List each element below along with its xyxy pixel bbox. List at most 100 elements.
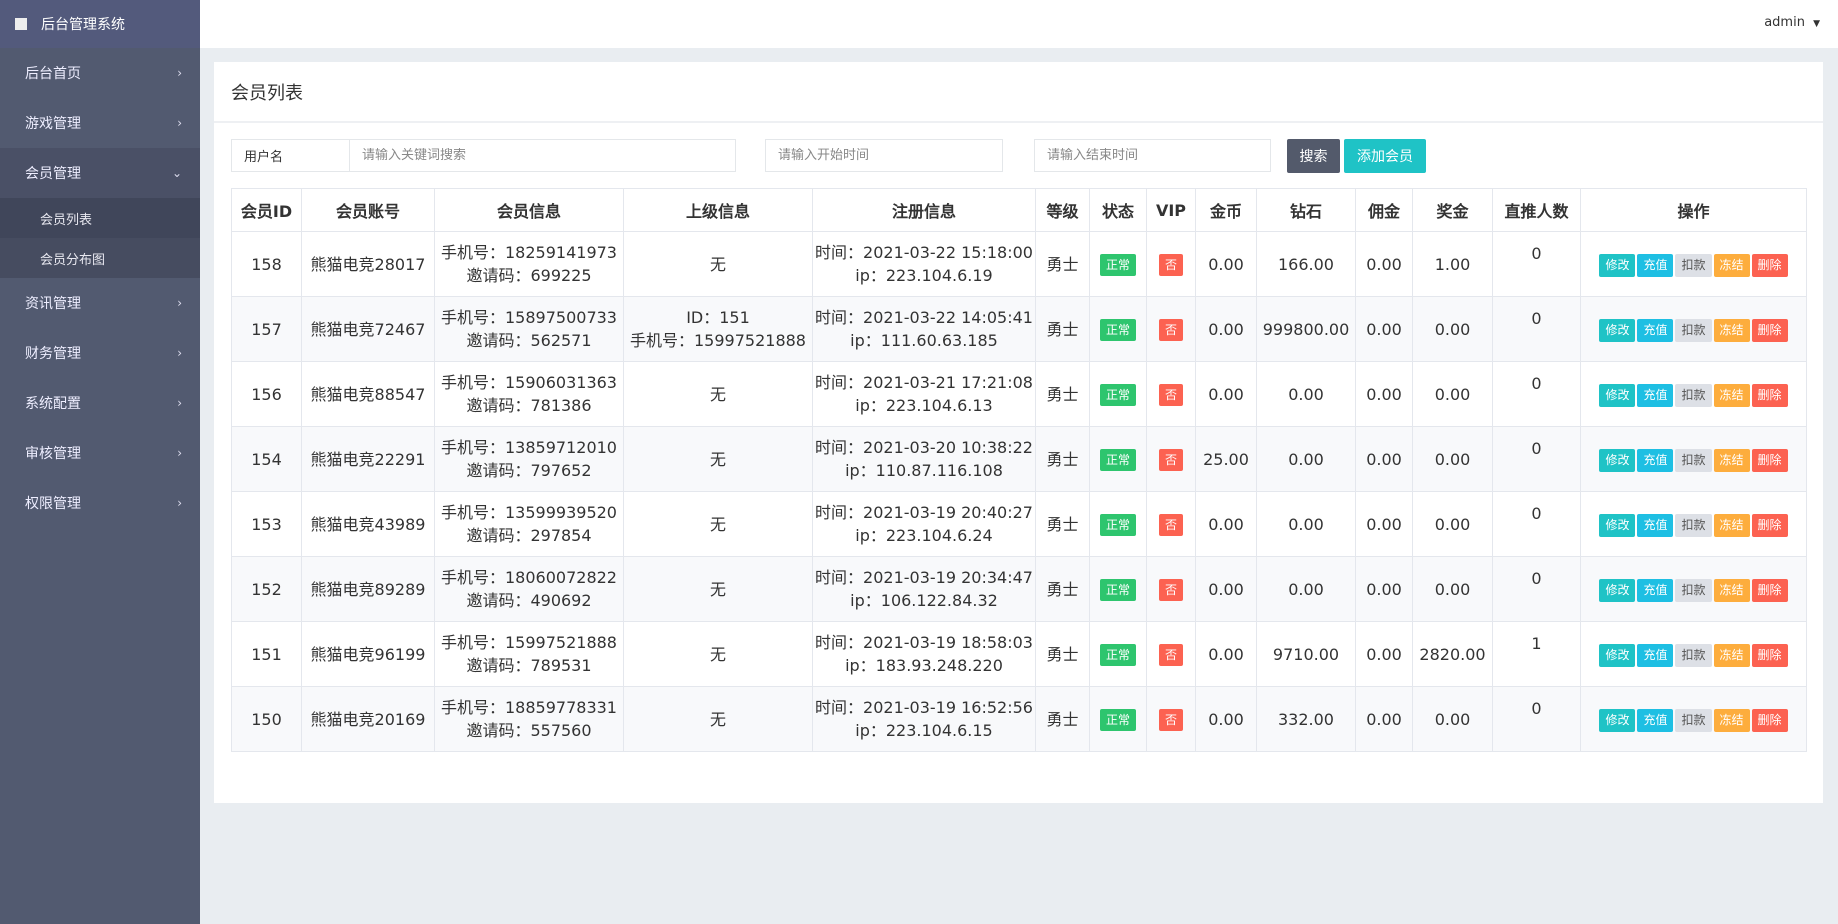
search-field-select[interactable]: 用户名 (231, 139, 350, 172)
recharge-button[interactable]: 充值 (1637, 318, 1674, 342)
recharge-button[interactable]: 充值 (1637, 513, 1674, 537)
sidebar-item-6[interactable]: 审核管理 › (0, 428, 200, 478)
status-badge: 正常 (1099, 579, 1136, 601)
status-badge: 正常 (1099, 644, 1136, 666)
cell-diamond: 0.00 (1256, 426, 1356, 492)
edit-button[interactable]: 修改 (1599, 578, 1636, 602)
sidebar-item-7[interactable]: 权限管理 › (0, 478, 200, 528)
delete-button[interactable]: 删除 (1751, 643, 1788, 667)
edit-button[interactable]: 修改 (1599, 318, 1636, 342)
sidebar-item-1[interactable]: 游戏管理 › (0, 98, 200, 148)
member-table: 会员ID 会员账号 会员信息 上级信息 注册信息 等级 状态 VIP 金币 钻石 佣金 奖金 直推人数操… (231, 188, 1807, 752)
deduct-button[interactable]: 扣款 (1675, 513, 1712, 537)
delete-button[interactable]: 删除 (1751, 578, 1788, 602)
search-field-label: 用户名 (244, 150, 284, 165)
deduct-button[interactable]: 扣款 (1675, 643, 1712, 667)
freeze-button[interactable]: 冻结 (1713, 578, 1750, 602)
edit-button[interactable]: 修改 (1599, 448, 1636, 472)
search-button[interactable]: 搜索 (1287, 139, 1340, 173)
cell-actions: 修改 充值 扣款 冻结 删除 (1580, 686, 1807, 752)
bonus-value: 2820.00 (1419, 644, 1486, 664)
freeze-button[interactable]: 冻结 (1713, 383, 1750, 407)
cell-account: 熊猫电竞43989 (301, 491, 435, 557)
sidebar-item-2[interactable]: 会员管理 ⌄ (0, 148, 200, 198)
vip-badge: 否 (1158, 319, 1183, 341)
freeze-button[interactable]: 冻结 (1713, 318, 1750, 342)
table-row: 156 熊猫电竞88547 手机号：15906031363 邀请码：781386 … (231, 361, 1807, 427)
edit-button[interactable]: 修改 (1599, 643, 1636, 667)
sidebar-item-5[interactable]: 系统配置 › (0, 378, 200, 428)
bonus-value: 0.00 (1434, 319, 1471, 339)
sidebar-subitem-0[interactable]: 会员列表 (0, 198, 200, 238)
recharge-button[interactable]: 充值 (1637, 448, 1674, 472)
direct-referrals: 1 (1531, 634, 1542, 653)
sidebar-item-3[interactable]: 资讯管理 › (0, 278, 200, 328)
end-time-wrap (1034, 139, 1271, 172)
add-member-button[interactable]: 添加会员 (1344, 139, 1426, 173)
edit-button[interactable]: 修改 (1599, 383, 1636, 407)
recharge-button[interactable]: 充值 (1637, 578, 1674, 602)
status-badge: 正常 (1099, 319, 1136, 341)
edit-button[interactable]: 修改 (1599, 708, 1636, 732)
deduct-button[interactable]: 扣款 (1675, 578, 1712, 602)
keyword-input[interactable] (362, 148, 735, 163)
cell-level: 勇士 (1035, 491, 1090, 557)
recharge-button[interactable]: 充值 (1637, 643, 1674, 667)
cell-commission: 0.00 (1355, 231, 1413, 297)
deduct-button[interactable]: 扣款 (1675, 318, 1712, 342)
cell-diamond: 9710.00 (1256, 621, 1356, 687)
sidebar-item-label: 财务管理 (25, 346, 81, 362)
sidebar-item-label: 权限管理 (25, 496, 81, 512)
sidebar-item-4[interactable]: 财务管理 › (0, 328, 200, 378)
deduct-button[interactable]: 扣款 (1675, 708, 1712, 732)
delete-button[interactable]: 删除 (1751, 253, 1788, 277)
chevron-right-icon: › (177, 496, 182, 510)
delete-button[interactable]: 删除 (1751, 448, 1788, 472)
member-id: 156 (251, 384, 282, 404)
freeze-button[interactable]: 冻结 (1713, 708, 1750, 732)
column-header: 金币 (1195, 188, 1257, 232)
member-invite-code: 邀请码：789531 (466, 656, 592, 675)
member-account: 熊猫电竞28017 (310, 254, 426, 274)
sidebar-subitem-1[interactable]: 会员分布图 (0, 238, 200, 278)
recharge-button[interactable]: 充值 (1637, 708, 1674, 732)
deduct-button[interactable]: 扣款 (1675, 448, 1712, 472)
delete-button[interactable]: 删除 (1751, 708, 1788, 732)
edit-button[interactable]: 修改 (1599, 513, 1636, 537)
deduct-button[interactable]: 扣款 (1675, 253, 1712, 277)
freeze-button[interactable]: 冻结 (1713, 513, 1750, 537)
sidebar-item-label: 游戏管理 (25, 116, 81, 132)
cell-level: 勇士 (1035, 686, 1090, 752)
cell-status: 正常 (1089, 556, 1147, 622)
start-time-input[interactable] (778, 148, 1002, 163)
recharge-button[interactable]: 充值 (1637, 253, 1674, 277)
cell-parent: 无 (623, 686, 813, 752)
freeze-button[interactable]: 冻结 (1713, 253, 1750, 277)
delete-button[interactable]: 删除 (1751, 318, 1788, 342)
register-time: 时间：2021-03-21 17:21:08 (815, 373, 1033, 392)
column-header: 直推人数 (1492, 188, 1581, 232)
delete-button[interactable]: 删除 (1751, 383, 1788, 407)
cell-bonus: 0.00 (1412, 426, 1493, 492)
deduct-button[interactable]: 扣款 (1675, 383, 1712, 407)
cell-bonus: 0.00 (1412, 686, 1493, 752)
freeze-button[interactable]: 冻结 (1713, 448, 1750, 472)
sidebar-item-0[interactable]: 后台首页 › (0, 48, 200, 98)
user-menu[interactable]: admin ▼ (1764, 15, 1820, 30)
member-level: 勇士 (1046, 709, 1079, 729)
diamond-value: 0.00 (1288, 579, 1324, 599)
edit-button[interactable]: 修改 (1599, 253, 1636, 277)
freeze-button[interactable]: 冻结 (1713, 643, 1750, 667)
diamond-value: 0.00 (1288, 449, 1324, 469)
commission-value: 0.00 (1366, 449, 1402, 469)
column-header: 钻石 (1256, 188, 1356, 232)
cell-id: 157 (231, 296, 302, 362)
recharge-button[interactable]: 充值 (1637, 383, 1674, 407)
end-time-input[interactable] (1047, 148, 1270, 163)
cell-direct: 0 (1492, 361, 1581, 427)
member-level: 勇士 (1046, 514, 1079, 534)
member-id: 157 (251, 319, 282, 339)
delete-button[interactable]: 删除 (1751, 513, 1788, 537)
cell-diamond: 999800.00 (1256, 296, 1356, 362)
column-header: 会员ID (231, 188, 302, 232)
